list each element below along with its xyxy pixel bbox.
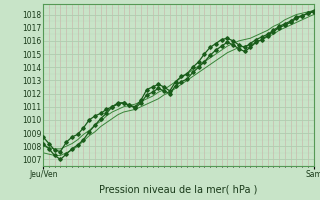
X-axis label: Pression niveau de la mer( hPa ): Pression niveau de la mer( hPa ) <box>99 185 258 195</box>
